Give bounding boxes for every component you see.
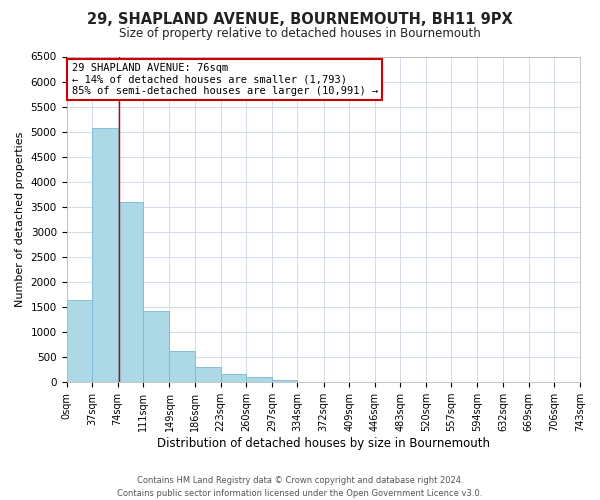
Bar: [67, 300, 92, 382]
X-axis label: Distribution of detached houses by size in Bournemouth: Distribution of detached houses by size …: [157, 437, 490, 450]
Bar: [143, 310, 169, 382]
Bar: [92, 128, 118, 382]
Text: 29, SHAPLAND AVENUE, BOURNEMOUTH, BH11 9PX: 29, SHAPLAND AVENUE, BOURNEMOUTH, BH11 9…: [87, 12, 513, 28]
Text: Size of property relative to detached houses in Bournemouth: Size of property relative to detached ho…: [119, 28, 481, 40]
Bar: [246, 377, 272, 382]
Bar: [221, 374, 246, 382]
Text: 29 SHAPLAND AVENUE: 76sqm
← 14% of detached houses are smaller (1,793)
85% of se: 29 SHAPLAND AVENUE: 76sqm ← 14% of detac…: [71, 63, 378, 96]
Bar: [169, 351, 195, 382]
Bar: [195, 366, 221, 382]
Text: Contains HM Land Registry data © Crown copyright and database right 2024.
Contai: Contains HM Land Registry data © Crown c…: [118, 476, 482, 498]
Y-axis label: Number of detached properties: Number of detached properties: [15, 132, 25, 307]
Bar: [272, 380, 298, 382]
Bar: [118, 202, 143, 382]
